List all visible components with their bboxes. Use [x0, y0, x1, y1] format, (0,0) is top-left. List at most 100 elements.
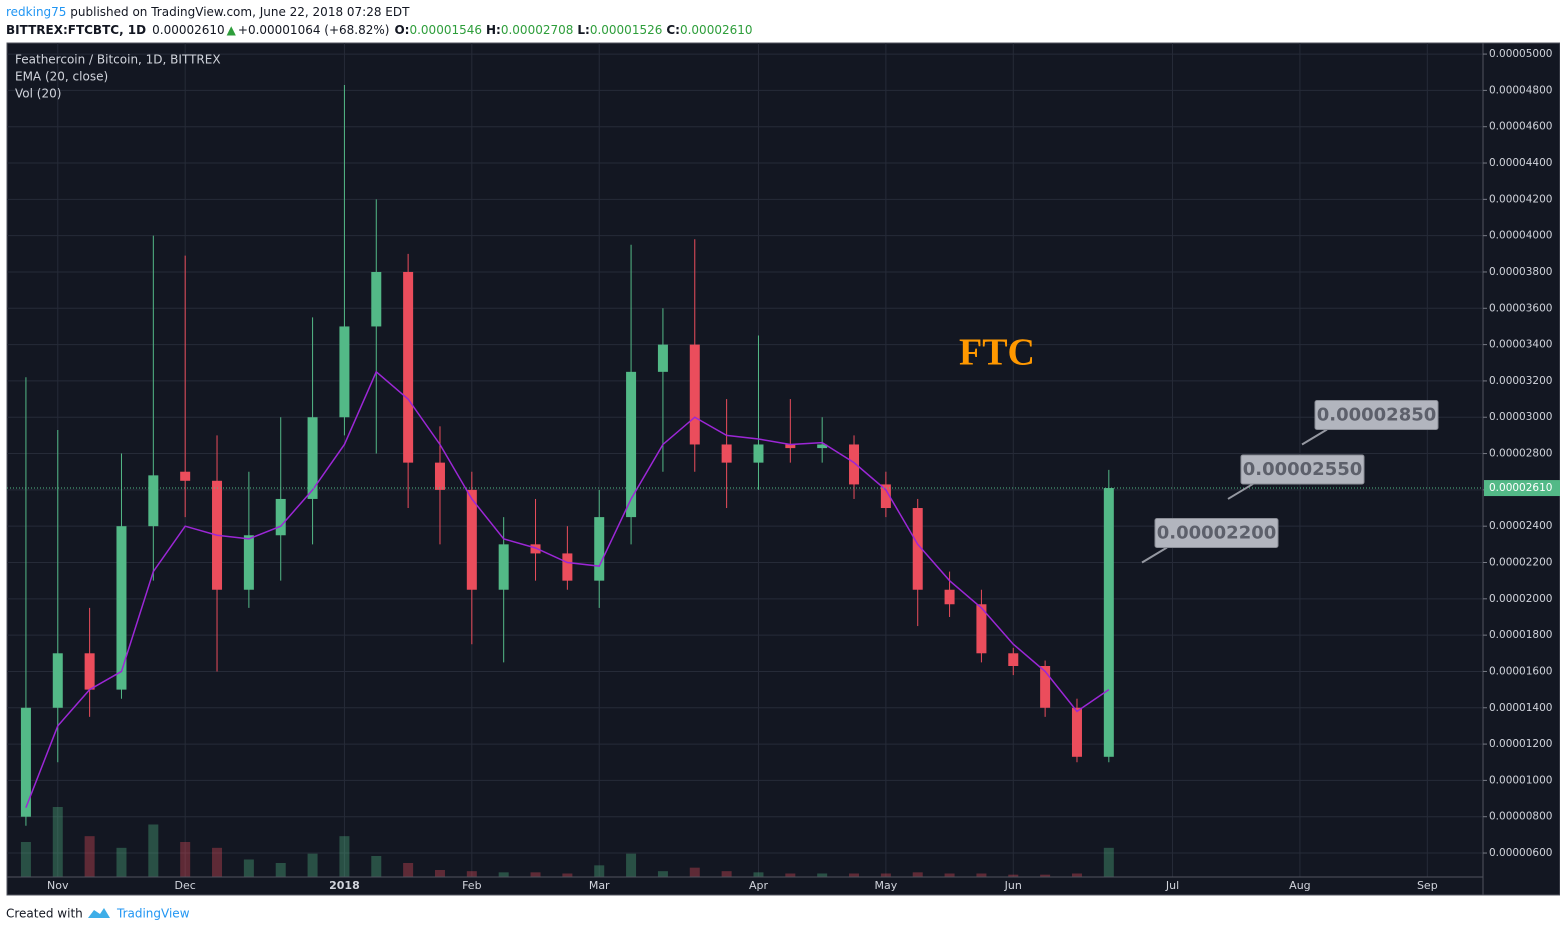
volume-bar	[466, 871, 477, 877]
last-price-box	[1484, 480, 1560, 497]
y-tick-label: 0.00005000	[1489, 48, 1552, 60]
published: published on TradingView.com, June 22, 2…	[70, 5, 410, 19]
candle-body	[849, 444, 860, 485]
candle-body	[912, 508, 923, 590]
callout-pointer	[1301, 428, 1328, 446]
y-tick-label: 0.00002400	[1489, 520, 1552, 532]
author[interactable]: redking75	[6, 5, 66, 19]
y-tick-label: 0.00004200	[1489, 193, 1552, 205]
x-tick-label: Jul	[1165, 879, 1179, 892]
volume-bar	[785, 873, 796, 877]
y-tick-label: 0.00004600	[1489, 121, 1552, 133]
y-tick-label: 0.00000800	[1489, 811, 1552, 823]
candle-body	[657, 344, 668, 372]
volume-bar	[849, 873, 860, 877]
volume-bar	[434, 870, 445, 877]
l: 0.00001526	[590, 23, 663, 37]
volume-bar	[84, 836, 95, 877]
volume-bar	[880, 873, 891, 877]
y-tick-label: 0.00002000	[1489, 593, 1552, 605]
footer-brand[interactable]: TradingView	[116, 907, 190, 921]
y-tick-label: 0.00004800	[1489, 84, 1552, 96]
footer-created: Created with	[6, 907, 83, 921]
volume-bar	[275, 863, 286, 877]
volume-bar	[20, 842, 31, 877]
volume-bar	[753, 872, 764, 877]
symbol: BITTREX:FTCBTC, 1D	[6, 23, 146, 37]
candle-body	[403, 271, 414, 463]
volume-bar	[1040, 874, 1051, 877]
y-tick-label: 0.00002200	[1489, 557, 1552, 569]
callout-pointer	[1227, 483, 1254, 500]
candle-body	[498, 544, 509, 590]
volume-bar	[180, 842, 191, 877]
candle-body	[785, 444, 796, 449]
c: 0.00002610	[680, 23, 753, 37]
volume-bar	[52, 807, 63, 877]
candle-body	[689, 344, 700, 445]
volume-bar	[307, 853, 318, 877]
candle-body	[148, 475, 159, 527]
candle-body	[1008, 653, 1019, 667]
candle-body	[20, 707, 31, 817]
candle-body	[721, 444, 732, 463]
volume-bar	[562, 873, 573, 877]
callout-pointer	[1141, 546, 1168, 564]
header-line: redking75 published on TradingView.com, …	[6, 5, 410, 19]
arrow: ▲	[227, 23, 237, 37]
candle-body	[944, 589, 955, 605]
candle-body	[243, 535, 254, 590]
x-tick-label: Dec	[175, 879, 196, 892]
candle-body	[753, 444, 764, 463]
volume-bar	[339, 836, 350, 877]
volume-bar	[721, 871, 732, 877]
candle-body	[530, 544, 541, 554]
quote-line: BITTREX:FTCBTC, 1D 0.00002610 ▲ +0.00001064…	[6, 23, 753, 37]
volume-bar	[626, 853, 637, 877]
o: 0.00001546	[409, 23, 482, 37]
candle-body	[817, 444, 828, 449]
h-label: H:	[486, 23, 501, 37]
volume-bar	[1103, 847, 1114, 877]
x-tick-label: May	[875, 879, 898, 892]
c-label: C:	[666, 23, 680, 37]
volume-bar	[817, 873, 828, 877]
legend-vol: Vol (20)	[15, 87, 61, 101]
candle-body	[52, 653, 63, 708]
y-tick-label: 0.00003600	[1489, 302, 1552, 314]
x-tick-label: Nov	[47, 879, 69, 892]
callout-label: 0.00002550	[1243, 459, 1363, 480]
y-tick-label: 0.00003000	[1489, 411, 1552, 423]
y-tick-label: 0.00001600	[1489, 665, 1552, 677]
y-tick-label: 0.00001800	[1489, 629, 1552, 641]
candle-body	[275, 498, 286, 536]
volume-bar	[976, 873, 987, 877]
volume-bar	[912, 872, 923, 877]
callout-box	[1154, 518, 1279, 549]
volume-bar	[657, 871, 668, 877]
x-tick-label: Apr	[749, 879, 769, 892]
y-tick-label: 0.00000600	[1489, 847, 1552, 859]
x-tick-label: 2018	[329, 879, 360, 892]
candle-body	[339, 326, 350, 418]
volume-bar	[594, 865, 605, 877]
volume-bar	[498, 872, 509, 877]
candle-body	[307, 417, 318, 499]
y-tick-label: 0.00004000	[1489, 230, 1552, 242]
logo	[88, 908, 110, 918]
volume-bar	[403, 863, 414, 877]
y-tick-label: 0.00001400	[1489, 702, 1552, 714]
candle-body	[116, 526, 127, 690]
volume-bar	[212, 847, 223, 877]
y-tick-label: 0.00001000	[1489, 774, 1552, 786]
last: 0.00002610	[152, 23, 225, 37]
y-tick-label: 0.00003200	[1489, 375, 1552, 387]
candle-body	[371, 271, 382, 327]
x-tick-label: Feb	[462, 879, 481, 892]
legend-ema: EMA (20, close)	[15, 70, 108, 84]
volume-bar	[243, 859, 254, 877]
candle-body	[434, 462, 445, 490]
volume-bar	[1008, 874, 1019, 877]
volume-bar	[371, 856, 382, 877]
callout-label: 0.00002850	[1317, 404, 1437, 425]
